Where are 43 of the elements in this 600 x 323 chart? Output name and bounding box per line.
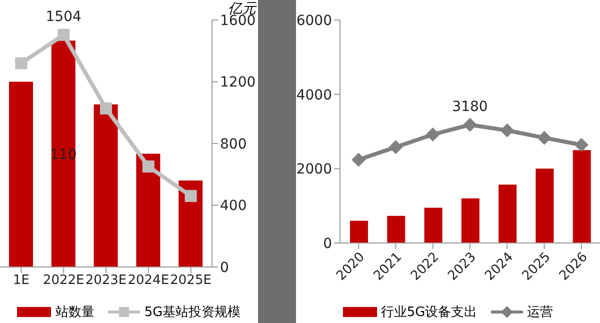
y2-tick-label: 0 [220,260,229,276]
legend-label: 运营 [527,304,554,321]
point [537,130,552,145]
bar [461,198,480,243]
y-tick-label: 6000 [296,12,332,29]
bar [572,150,591,243]
legend-label: 行业5G设备支出 [380,304,478,321]
bar [424,208,442,243]
data-label: 3180 [452,98,488,115]
point [352,152,366,167]
point [574,138,588,152]
point [500,123,514,138]
bar [536,168,554,243]
point [58,28,70,41]
x-tick-label: 2024E [128,273,170,288]
legend-label: 站数量 [55,304,94,321]
bar [51,40,76,267]
point [15,57,28,70]
x-tick-label: 1E [12,273,30,288]
bar [9,82,33,267]
y-tick-label: 2000 [296,162,332,178]
y2-tick-label: 400 [220,198,247,214]
legend-label: 5G基站投资规模 [144,304,241,321]
point [100,102,112,114]
data-label: 1504 [46,8,82,25]
x-tick-label: 2025E [170,273,212,288]
y-tick-label: 0 [323,236,332,252]
x-tick-label: 2022E [42,273,84,288]
point [184,190,197,202]
point [426,127,440,142]
point [463,118,477,132]
bar [498,184,517,243]
point [388,140,403,154]
point [142,160,154,172]
x-tick-label: 2023E [85,273,127,288]
bar [94,104,118,267]
bar [178,180,203,267]
y2-tick-label: 800 [220,136,247,152]
bar [350,220,368,243]
y2-tick-label: 1200 [220,74,256,91]
bar [387,216,406,243]
bar [136,154,160,267]
y-tick-label: 4000 [296,87,332,104]
